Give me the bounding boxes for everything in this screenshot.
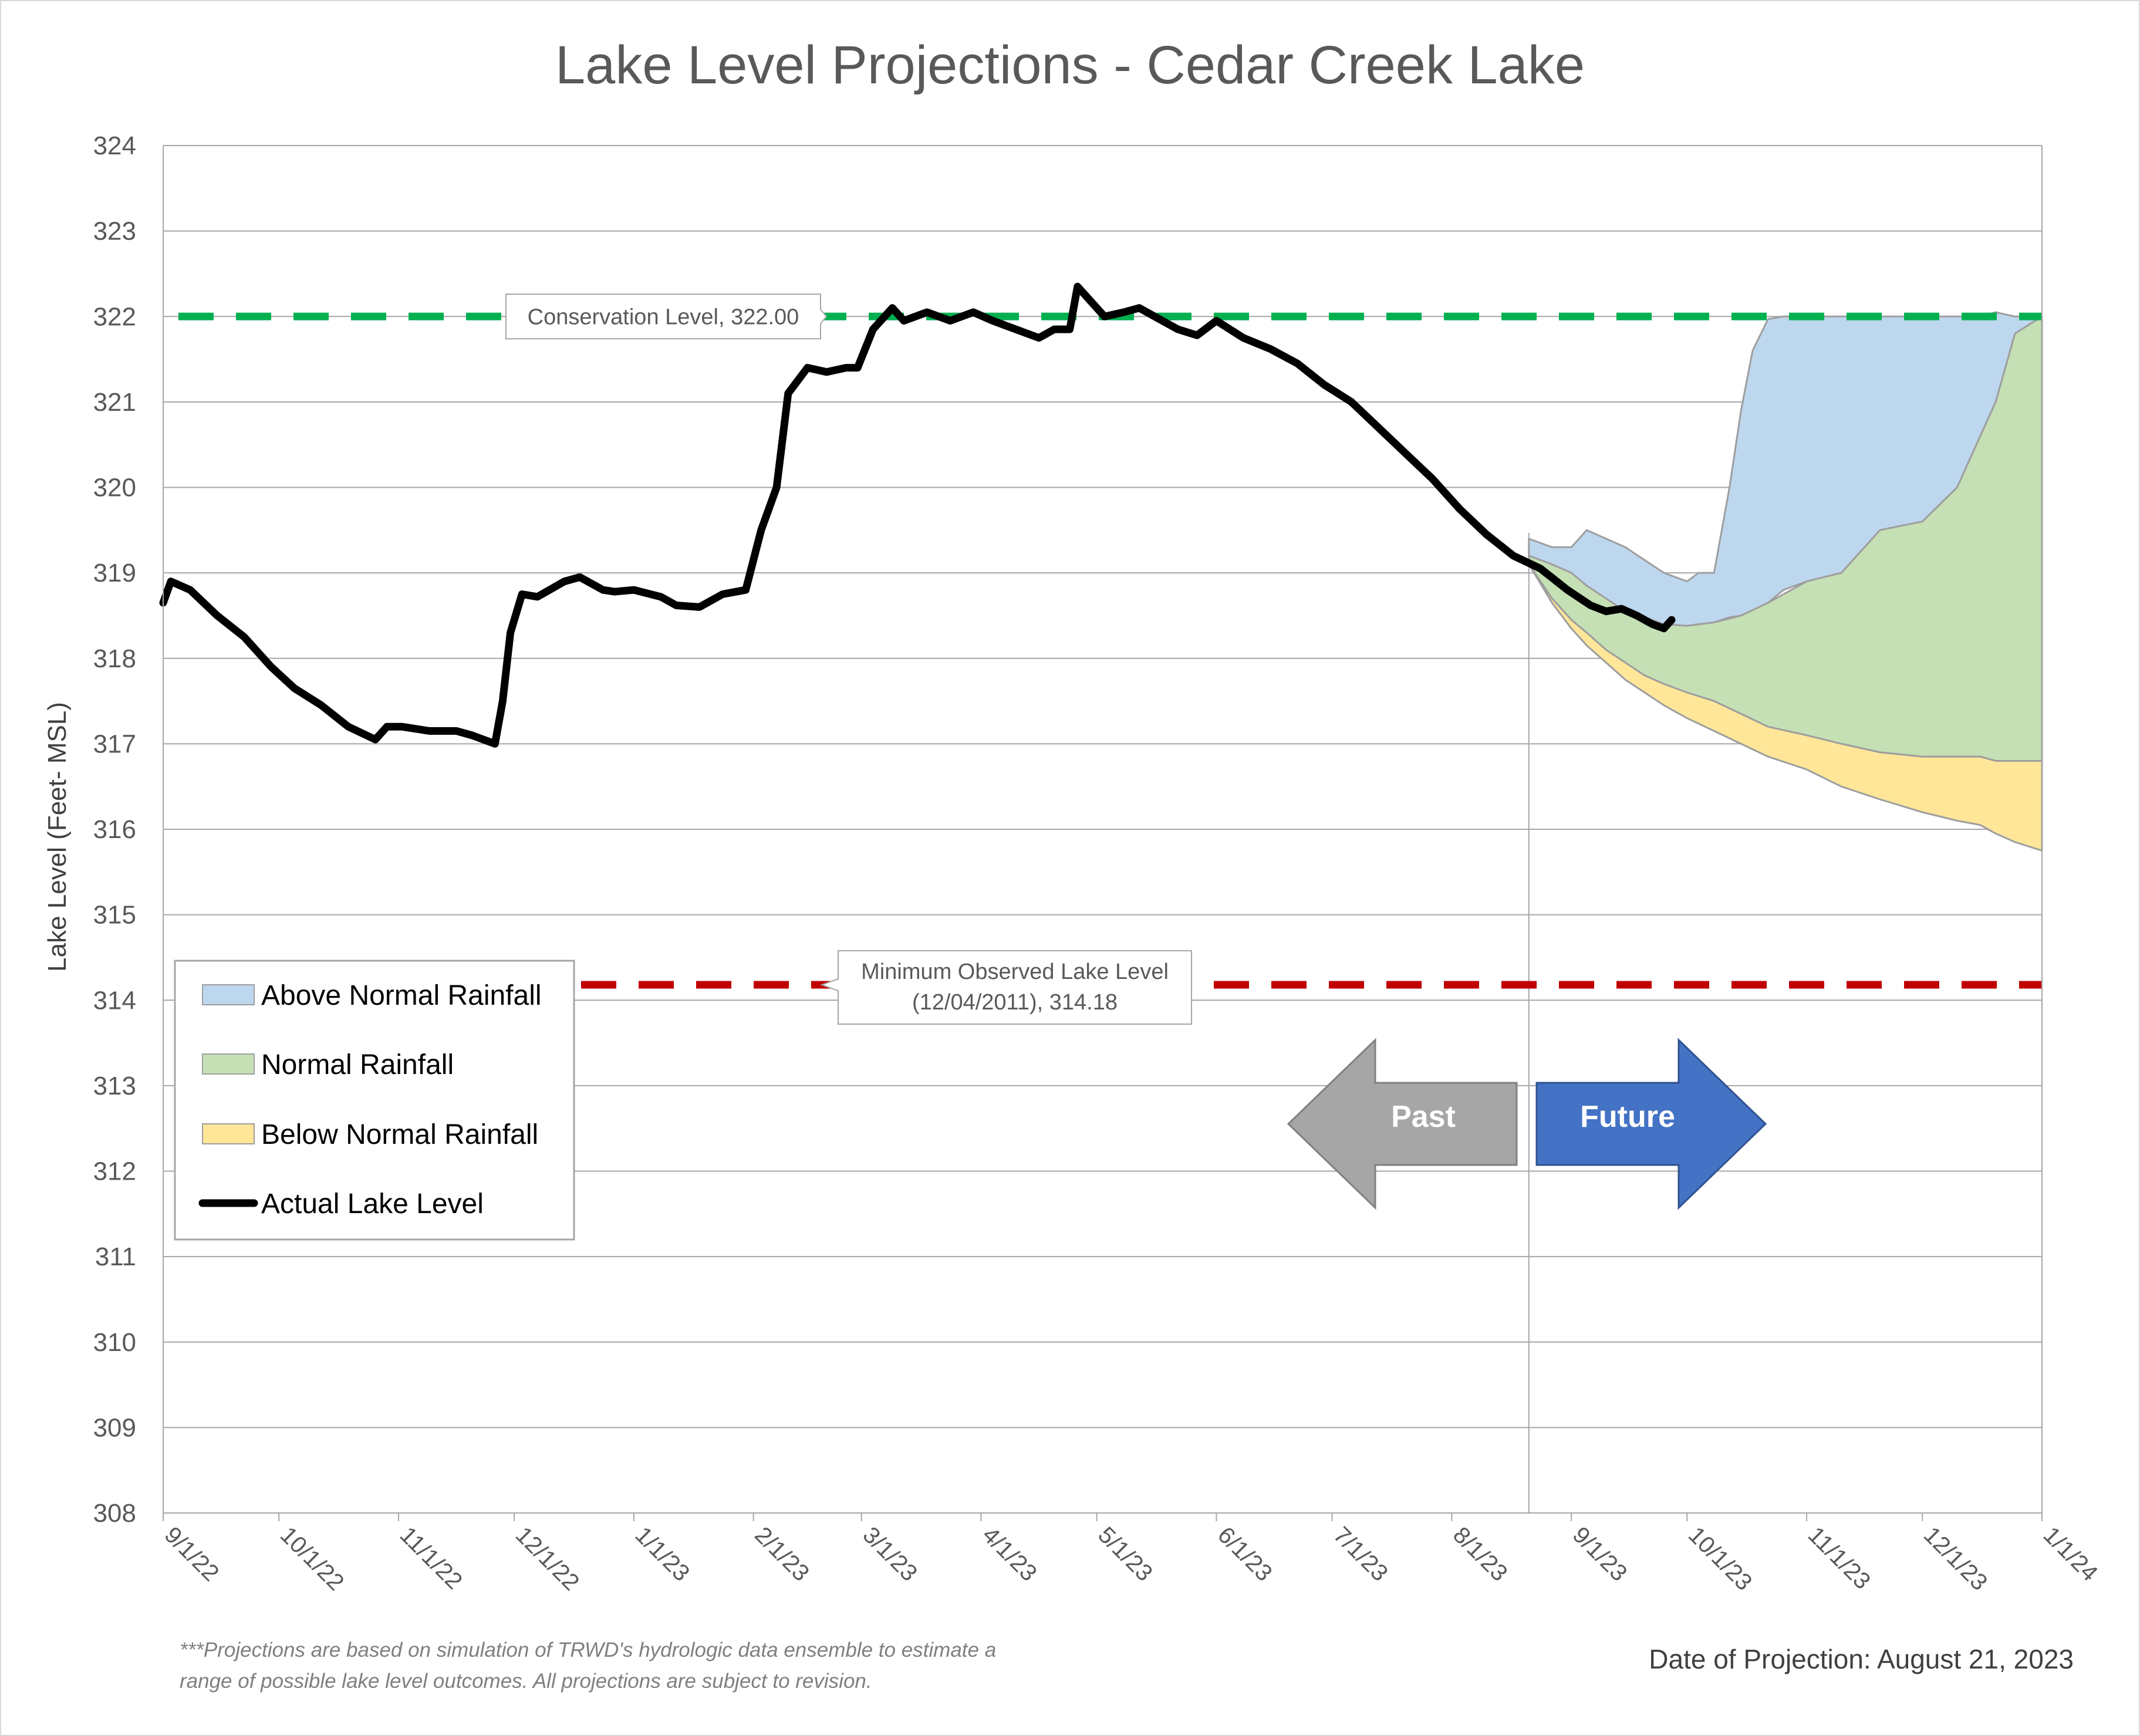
- y-tick-label: 309: [93, 1413, 136, 1442]
- past-arrow: [1287, 1038, 1518, 1210]
- callout-label: Conservation Level, 322.00: [528, 305, 799, 329]
- gridlines: [163, 145, 2042, 1514]
- y-tick-label: 308: [93, 1499, 136, 1528]
- legend-label-normal-rainfall: Normal Rainfall: [261, 1049, 454, 1080]
- footnote-line: ***Projections are based on simulation o…: [180, 1639, 996, 1661]
- y-tick-label: 318: [93, 644, 136, 673]
- past-future-arrows: Past Future: [1287, 1038, 1767, 1210]
- axes: [163, 146, 2043, 1521]
- future-arrow: [1535, 1038, 1767, 1210]
- callout-box: [820, 950, 1192, 1025]
- y-tick-label: 321: [93, 388, 136, 417]
- legend-swatch-normal-rainfall: [202, 1053, 255, 1075]
- callout-box: [505, 293, 828, 340]
- legend-swatch-below-normal-rainfall: [202, 1123, 255, 1144]
- legend-swatch-above-normal-rainfall: [202, 984, 255, 1005]
- y-tick-labels: 308 309 310 311 312 313 314 315 316 317 318 319 320 3…: [93, 131, 136, 1528]
- callout-label: Minimum Observed Lake Level: [861, 960, 1169, 984]
- legend-label-above-normal-rainfall: Above Normal Rainfall: [261, 980, 542, 1011]
- actual-lake-level: [159, 282, 1676, 748]
- callout-conservation: Conservation Level, 322.00: [505, 293, 828, 340]
- chart-title: Lake Level Projections - Cedar Creek Lak…: [555, 35, 1585, 95]
- footnote-line: range of possible lake level outcomes. A…: [180, 1670, 872, 1693]
- callout-label: (12/04/2011), 314.18: [912, 990, 1118, 1015]
- callout-minimum: Minimum Observed Lake Level (12/04/2011),…: [820, 950, 1192, 1025]
- past-arrow-label: Past: [1391, 1100, 1456, 1134]
- y-tick-label: 310: [93, 1328, 136, 1357]
- y-tick-label: 314: [93, 986, 136, 1015]
- legend: Above Normal Rainfall Normal Rainfall Belo…: [174, 960, 575, 1241]
- y-tick-label: 317: [93, 729, 136, 758]
- footer: ***Projections are based on simulation o…: [180, 1639, 2074, 1693]
- projection-date: Date of Projection: August 21, 2023: [1649, 1644, 2074, 1674]
- y-axis-label: Lake Level (Feet- MSL): [43, 702, 72, 972]
- legend-label-below-normal-rainfall: Below Normal Rainfall: [261, 1119, 538, 1150]
- y-tick-label: 313: [93, 1072, 136, 1100]
- y-tick-label: 319: [93, 559, 136, 587]
- y-tick-label: 315: [93, 901, 136, 930]
- legend-box: [174, 960, 575, 1241]
- y-tick-label: 324: [93, 131, 136, 160]
- y-tick-label: 316: [93, 815, 136, 844]
- y-tick-label: 323: [93, 217, 136, 246]
- legend-label-actual-lake-level: Actual Lake Level: [261, 1188, 484, 1220]
- y-tick-label: 312: [93, 1157, 136, 1186]
- y-tick-label: 320: [93, 474, 136, 502]
- future-arrow-label: Future: [1580, 1100, 1675, 1134]
- callouts: Conservation Level, 322.00 Minimum Observ…: [505, 293, 1192, 1025]
- y-tick-label: 311: [95, 1242, 136, 1271]
- y-tick-label: 322: [93, 302, 136, 331]
- actual-lake-level-line: [159, 282, 1676, 748]
